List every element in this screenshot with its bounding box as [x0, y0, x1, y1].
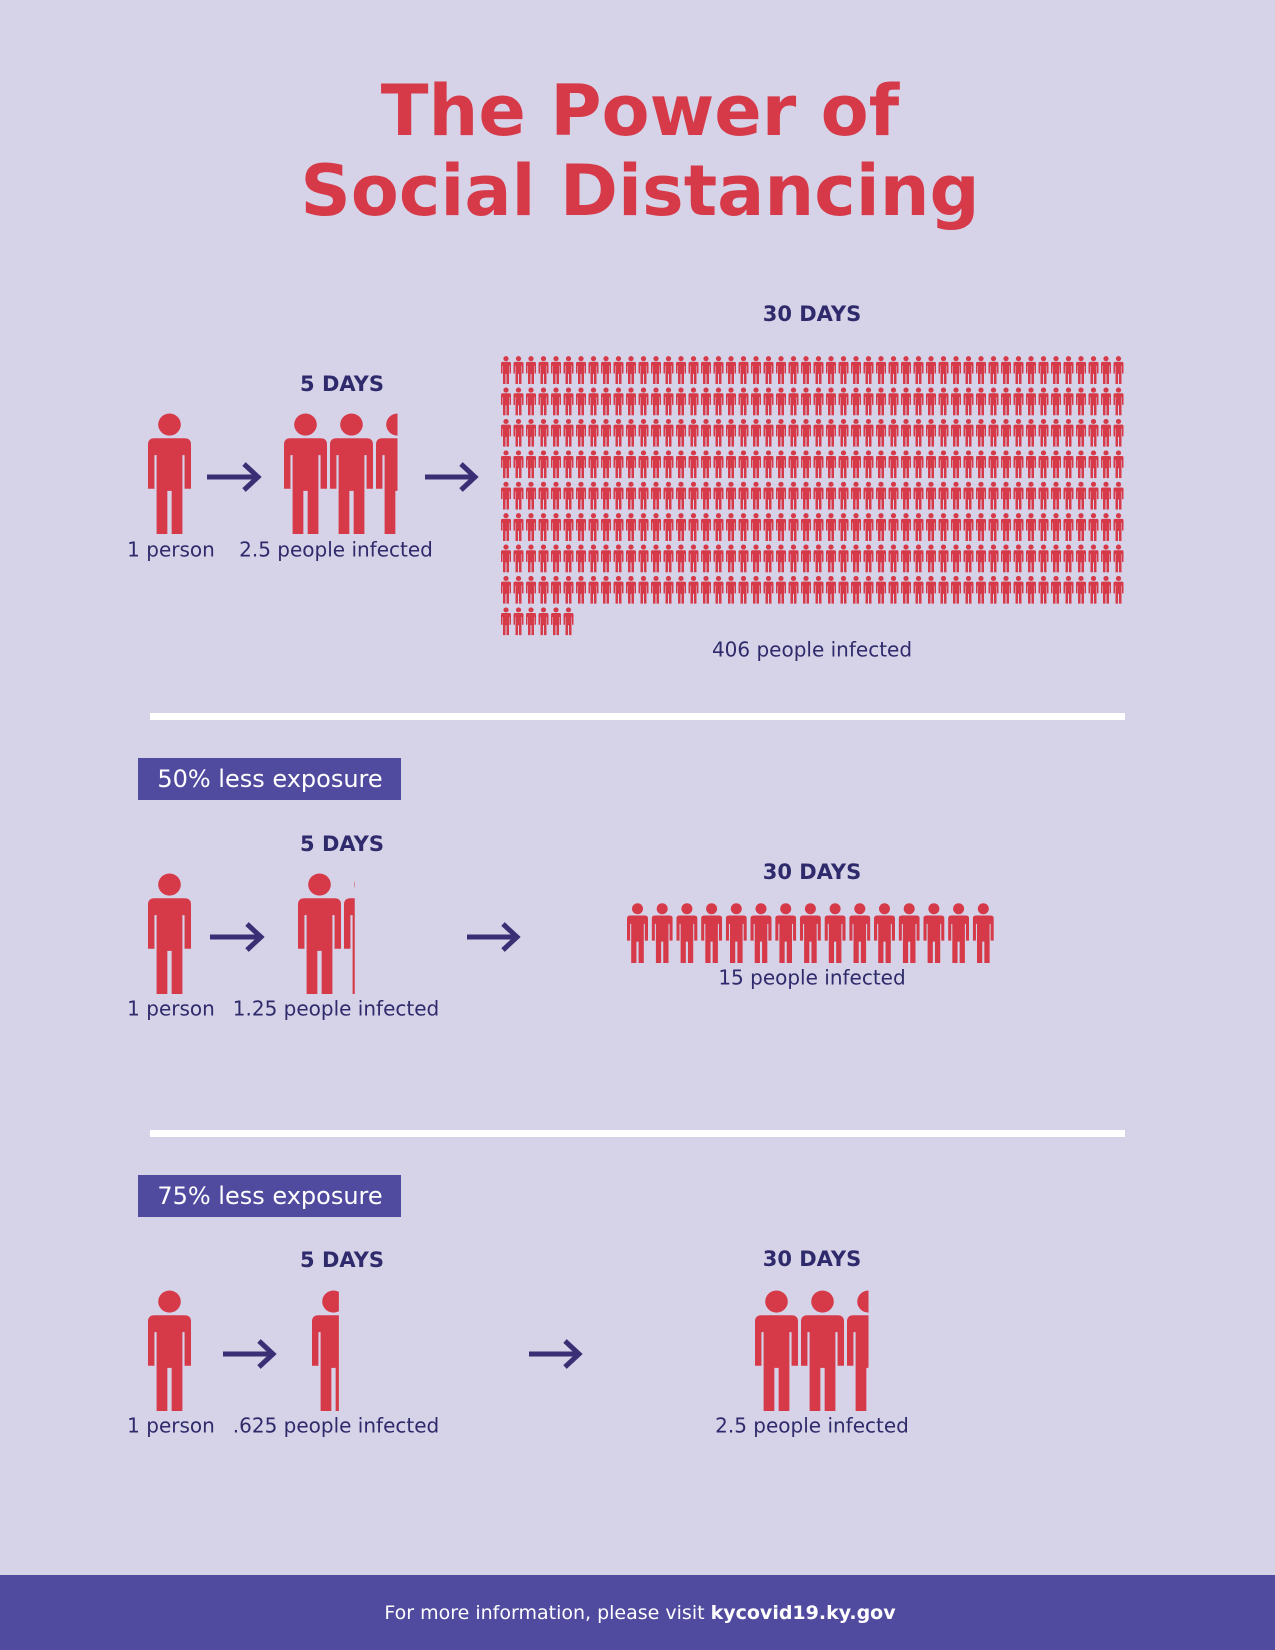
arrow [467, 922, 521, 952]
exposure-label: 75% less exposure [157, 1182, 382, 1210]
day30-label: 406 people infected [712, 638, 912, 662]
arrow [529, 1339, 583, 1369]
arrow [425, 462, 479, 492]
day5-heading: 5 DAYS [300, 372, 384, 396]
day30-label: 15 people infected [718, 966, 905, 990]
arrow [210, 922, 265, 952]
day5-label: 1.25 people infected [233, 997, 439, 1021]
arrow [207, 462, 262, 492]
footer-note: For more information, please visit [384, 1602, 704, 1624]
day5-heading: 5 DAYS [300, 832, 384, 856]
divider [150, 1130, 1125, 1137]
day30-heading: 30 DAYS [763, 1247, 862, 1271]
day30-heading: 30 DAYS [763, 860, 862, 884]
exposure-box [138, 1175, 401, 1217]
footer-link[interactable]: kycovid19.ky.gov [711, 1602, 897, 1624]
divider [150, 713, 1125, 720]
start-label: 1 person [127, 538, 215, 562]
footer-text: For more information, please visit kycov… [384, 1602, 896, 1624]
footer-band [0, 1575, 1275, 1650]
day30-label: 2.5 people infected [715, 1414, 909, 1438]
start-label: 1 person [127, 1414, 215, 1438]
title: The Power of [381, 70, 901, 152]
title: Social Distancing [300, 150, 979, 232]
day30-heading: 30 DAYS [763, 302, 862, 326]
start-label: 1 person [127, 997, 215, 1021]
day5-heading: 5 DAYS [300, 1248, 384, 1272]
arrow [223, 1339, 277, 1369]
exposure-label: 50% less exposure [157, 765, 382, 793]
day5-label: 2.5 people infected [239, 538, 433, 562]
day5-label: .625 people infected [233, 1414, 439, 1438]
exposure-box [138, 758, 401, 800]
